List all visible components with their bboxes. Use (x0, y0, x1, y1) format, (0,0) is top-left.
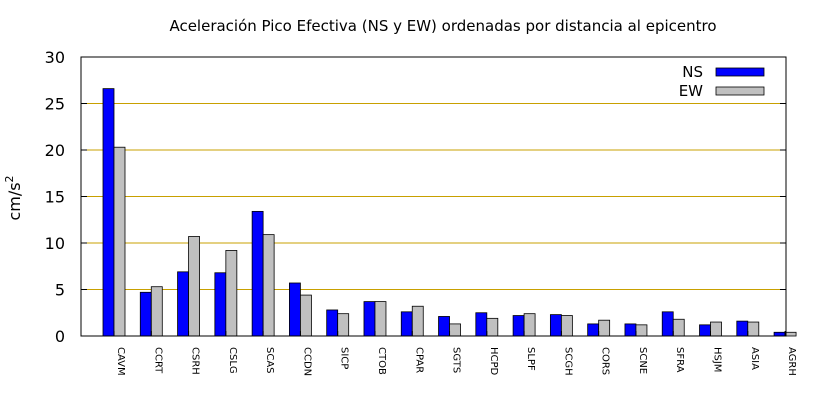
y-tick-label: 30 (45, 48, 65, 67)
bar-ns (587, 323, 600, 337)
bar-ns (400, 311, 413, 337)
x-tick-label: CPAR (413, 347, 424, 373)
bar-ew (262, 234, 275, 337)
legend-swatch-ns (715, 67, 765, 77)
chart-title: Aceleración Pico Efectiva (NS y EW) orde… (169, 17, 716, 35)
bar-ew (225, 250, 238, 337)
x-tick-label: SGTS (451, 347, 462, 373)
legend-label: NS (682, 63, 703, 81)
x-tick-label: HCPD (488, 347, 499, 376)
bar-ns (177, 271, 189, 337)
bar-ns (475, 312, 488, 337)
bar-ew (560, 315, 573, 337)
x-tick-label: CSRH (190, 347, 201, 375)
bar-ns (512, 315, 525, 337)
y-tick-label: 0 (55, 327, 65, 346)
bar-ew (113, 146, 126, 337)
bar-ns (624, 323, 637, 337)
x-tick-label: SFRA (674, 347, 685, 373)
bar-ew (523, 313, 536, 337)
bar-ns (326, 309, 339, 337)
grid-lines (81, 103, 786, 290)
x-tick-label: ASIA (749, 347, 760, 370)
x-tick-label: SLPF (525, 347, 536, 371)
y-tick-label: 25 (45, 95, 65, 114)
bar-ns (773, 331, 786, 337)
bar-ns (102, 88, 115, 337)
bar-ns (214, 272, 227, 337)
bar-ew (449, 323, 461, 337)
bar-ew (188, 236, 200, 337)
bar-ns (661, 311, 674, 337)
x-tick-label: SCAS (264, 347, 275, 374)
y-axis-ticks: 0 5 10 15 20 25 30 (45, 48, 786, 346)
bar-ns (251, 210, 264, 337)
bar-ns (139, 291, 152, 337)
bar-ew (747, 321, 760, 337)
x-tick-label: SICP (339, 347, 350, 369)
y-axis-label-superscript: 2 (3, 175, 16, 182)
x-tick-label: AGRH (786, 347, 797, 376)
bar-ew (411, 305, 424, 337)
x-axis-ticks: CAVM CCRT CSRH CSLG SCAS CCDN SICP CTOB CPAR SGTS… (113, 331, 797, 376)
x-tick-label: CAVM (115, 347, 126, 376)
bar-ns (438, 316, 450, 337)
legend-swatch-ew (715, 86, 765, 96)
bar-ew (337, 313, 350, 337)
bar-ns (289, 282, 301, 337)
bar-ew (150, 286, 163, 337)
x-tick-label: HSJM (712, 347, 723, 372)
y-tick-label: 5 (55, 281, 65, 300)
x-tick-label: SCGH (562, 347, 573, 376)
x-tick-label: CCRT (152, 347, 163, 374)
y-axis-label-unit: cm/s (5, 182, 24, 220)
bar-ew (598, 319, 611, 337)
y-tick-label: 20 (45, 141, 65, 160)
y-tick-label: 15 (45, 188, 65, 207)
x-tick-label: CTOB (376, 347, 387, 375)
bar-ew (635, 324, 648, 337)
x-tick-label: SCNE (637, 347, 648, 374)
bar-ns (699, 324, 711, 337)
legend-label: EW (679, 82, 703, 100)
x-tick-label: CSLG (227, 347, 238, 374)
bar-ew (486, 317, 499, 337)
bar-ns (549, 314, 562, 337)
x-tick-label: CORS (600, 347, 611, 375)
bar-ew (300, 294, 312, 337)
bars (102, 88, 797, 337)
y-tick-label: 10 (45, 234, 65, 253)
bar-ew (784, 331, 797, 337)
bar-ew (374, 301, 387, 337)
y-axis-label: cm/s2 (3, 175, 24, 220)
bar-ns (736, 320, 749, 337)
x-tick-label: CCDN (301, 347, 312, 376)
bar-ns (363, 301, 376, 337)
bar-ew (672, 318, 685, 337)
bar-ew (710, 321, 722, 337)
